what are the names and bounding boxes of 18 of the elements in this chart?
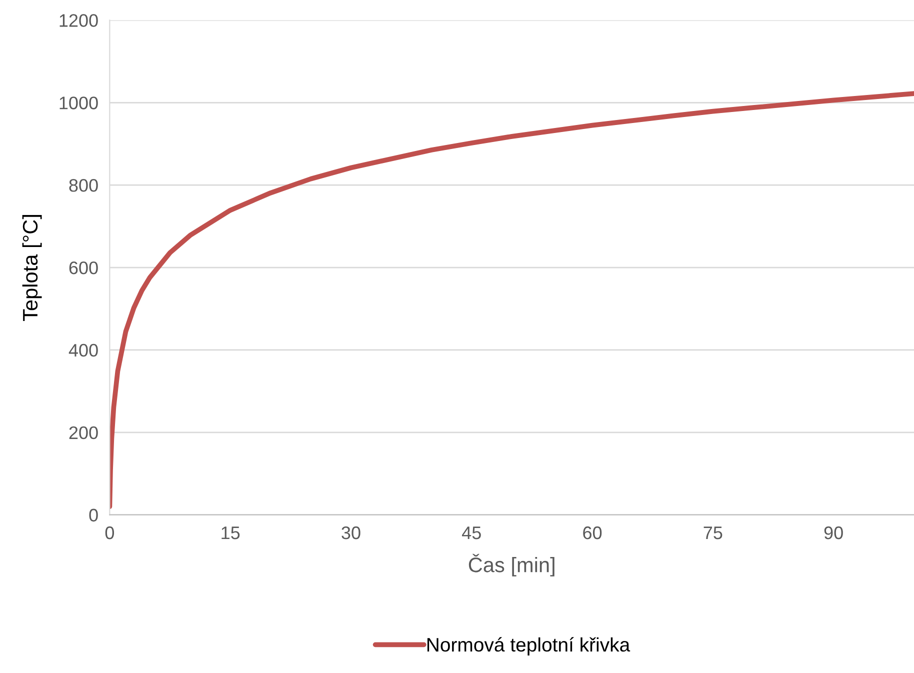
- legend-label: Normová teplotní křivka: [427, 637, 630, 656]
- x-axis-title: Čas [min]: [468, 554, 554, 576]
- y-tick-label: 1200: [60, 14, 98, 27]
- y-tick-label: 600: [69, 261, 98, 274]
- y-tick-label: 400: [68, 344, 98, 357]
- y-axis-title: Teplota [°C]: [22, 215, 42, 321]
- y-tick-label: 0: [89, 508, 98, 522]
- y-tick-label: 1000: [60, 96, 98, 110]
- x-tick-label: 60: [583, 526, 602, 540]
- x-tick-label: 75: [704, 526, 722, 540]
- x-tick-label: 90: [824, 526, 843, 540]
- x-tick-label: 0: [105, 526, 114, 540]
- x-tick-label: 15: [222, 526, 240, 540]
- y-tick-label: 200: [69, 426, 98, 440]
- y-tick-label: 800: [69, 179, 98, 192]
- x-tick-label: 30: [342, 526, 360, 540]
- line-series: [110, 91, 914, 510]
- x-tick-label: 45: [462, 526, 481, 540]
